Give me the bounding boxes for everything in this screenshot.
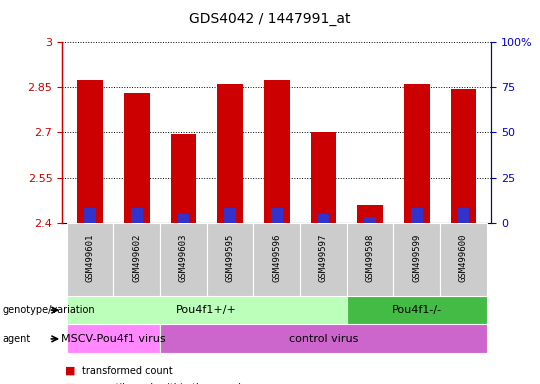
Text: percentile rank within the sample: percentile rank within the sample xyxy=(82,383,247,384)
Bar xyxy=(178,214,189,223)
Bar xyxy=(67,324,160,353)
Bar xyxy=(271,208,282,223)
Text: GSM499603: GSM499603 xyxy=(179,233,188,282)
Bar xyxy=(253,223,300,296)
Text: control virus: control virus xyxy=(289,334,358,344)
Bar xyxy=(411,208,422,223)
Bar xyxy=(160,223,207,296)
Bar xyxy=(207,223,253,296)
Text: GSM499596: GSM499596 xyxy=(272,233,281,282)
Bar xyxy=(84,208,96,223)
Text: GSM499601: GSM499601 xyxy=(86,233,94,282)
Bar xyxy=(160,324,487,353)
Bar xyxy=(300,223,347,296)
Text: agent: agent xyxy=(3,334,31,344)
Bar xyxy=(264,80,289,223)
Text: MSCV-Pou4f1 virus: MSCV-Pou4f1 virus xyxy=(61,334,166,344)
Text: transformed count: transformed count xyxy=(82,366,173,376)
Bar xyxy=(77,80,103,223)
Text: GSM499595: GSM499595 xyxy=(226,233,234,282)
Bar xyxy=(364,217,376,223)
Text: GSM499602: GSM499602 xyxy=(132,233,141,282)
Bar xyxy=(404,84,430,223)
Bar xyxy=(440,223,487,296)
Text: GSM499599: GSM499599 xyxy=(412,233,421,282)
Bar xyxy=(67,223,113,296)
Bar xyxy=(457,208,469,223)
Bar xyxy=(131,208,143,223)
Bar xyxy=(224,208,236,223)
Text: GSM499598: GSM499598 xyxy=(366,233,375,282)
Bar xyxy=(113,223,160,296)
Bar xyxy=(347,296,487,324)
Text: GSM499597: GSM499597 xyxy=(319,233,328,282)
Text: Pou4f1-/-: Pou4f1-/- xyxy=(392,305,442,315)
Bar xyxy=(394,223,440,296)
Text: GSM499600: GSM499600 xyxy=(459,233,468,282)
Text: Pou4f1+/+: Pou4f1+/+ xyxy=(177,305,237,315)
Text: genotype/variation: genotype/variation xyxy=(3,305,96,315)
Bar xyxy=(310,132,336,223)
Bar xyxy=(217,84,243,223)
Bar xyxy=(67,296,347,324)
Bar xyxy=(450,89,476,223)
Text: GDS4042 / 1447991_at: GDS4042 / 1447991_at xyxy=(189,12,351,25)
Bar xyxy=(357,205,383,223)
Bar xyxy=(171,134,196,223)
Text: ■: ■ xyxy=(65,383,75,384)
Bar xyxy=(124,93,150,223)
Text: ■: ■ xyxy=(65,366,75,376)
Bar xyxy=(318,214,329,223)
Bar xyxy=(347,223,394,296)
